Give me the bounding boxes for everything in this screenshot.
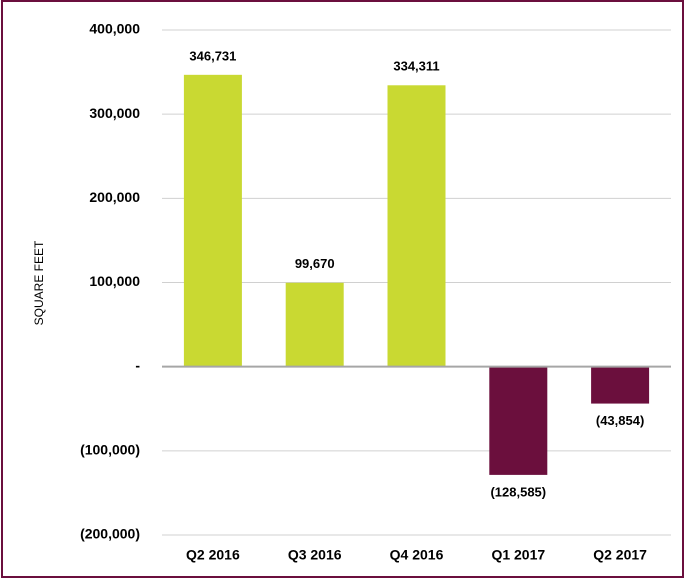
x-tick-label: Q3 2016	[288, 547, 342, 563]
bar	[285, 282, 344, 367]
y-axis-label: SQUARE FEET	[32, 240, 46, 325]
data-label: (43,854)	[596, 413, 644, 428]
x-tick-label: Q2 2017	[593, 547, 647, 563]
bar	[591, 366, 650, 404]
y-tick-label: 100,000	[89, 273, 140, 289]
data-label: 346,731	[189, 48, 236, 63]
x-tick-label: Q2 2016	[186, 547, 240, 563]
y-tick-label: 300,000	[89, 105, 140, 121]
bar	[489, 366, 548, 475]
y-tick-label: 200,000	[89, 189, 140, 205]
data-label: (128,585)	[490, 484, 546, 499]
x-tick-label: Q4 2016	[390, 547, 444, 563]
data-label: 99,670	[295, 256, 335, 271]
y-tick-label: -	[135, 357, 140, 373]
bar	[183, 74, 242, 367]
y-tick-label: (200,000)	[80, 526, 140, 542]
x-tick-label: Q1 2017	[491, 547, 545, 563]
y-tick-label: (100,000)	[80, 442, 140, 458]
bar	[387, 85, 446, 367]
data-label: 334,311	[393, 59, 439, 74]
y-tick-label: 400,000	[89, 21, 140, 37]
